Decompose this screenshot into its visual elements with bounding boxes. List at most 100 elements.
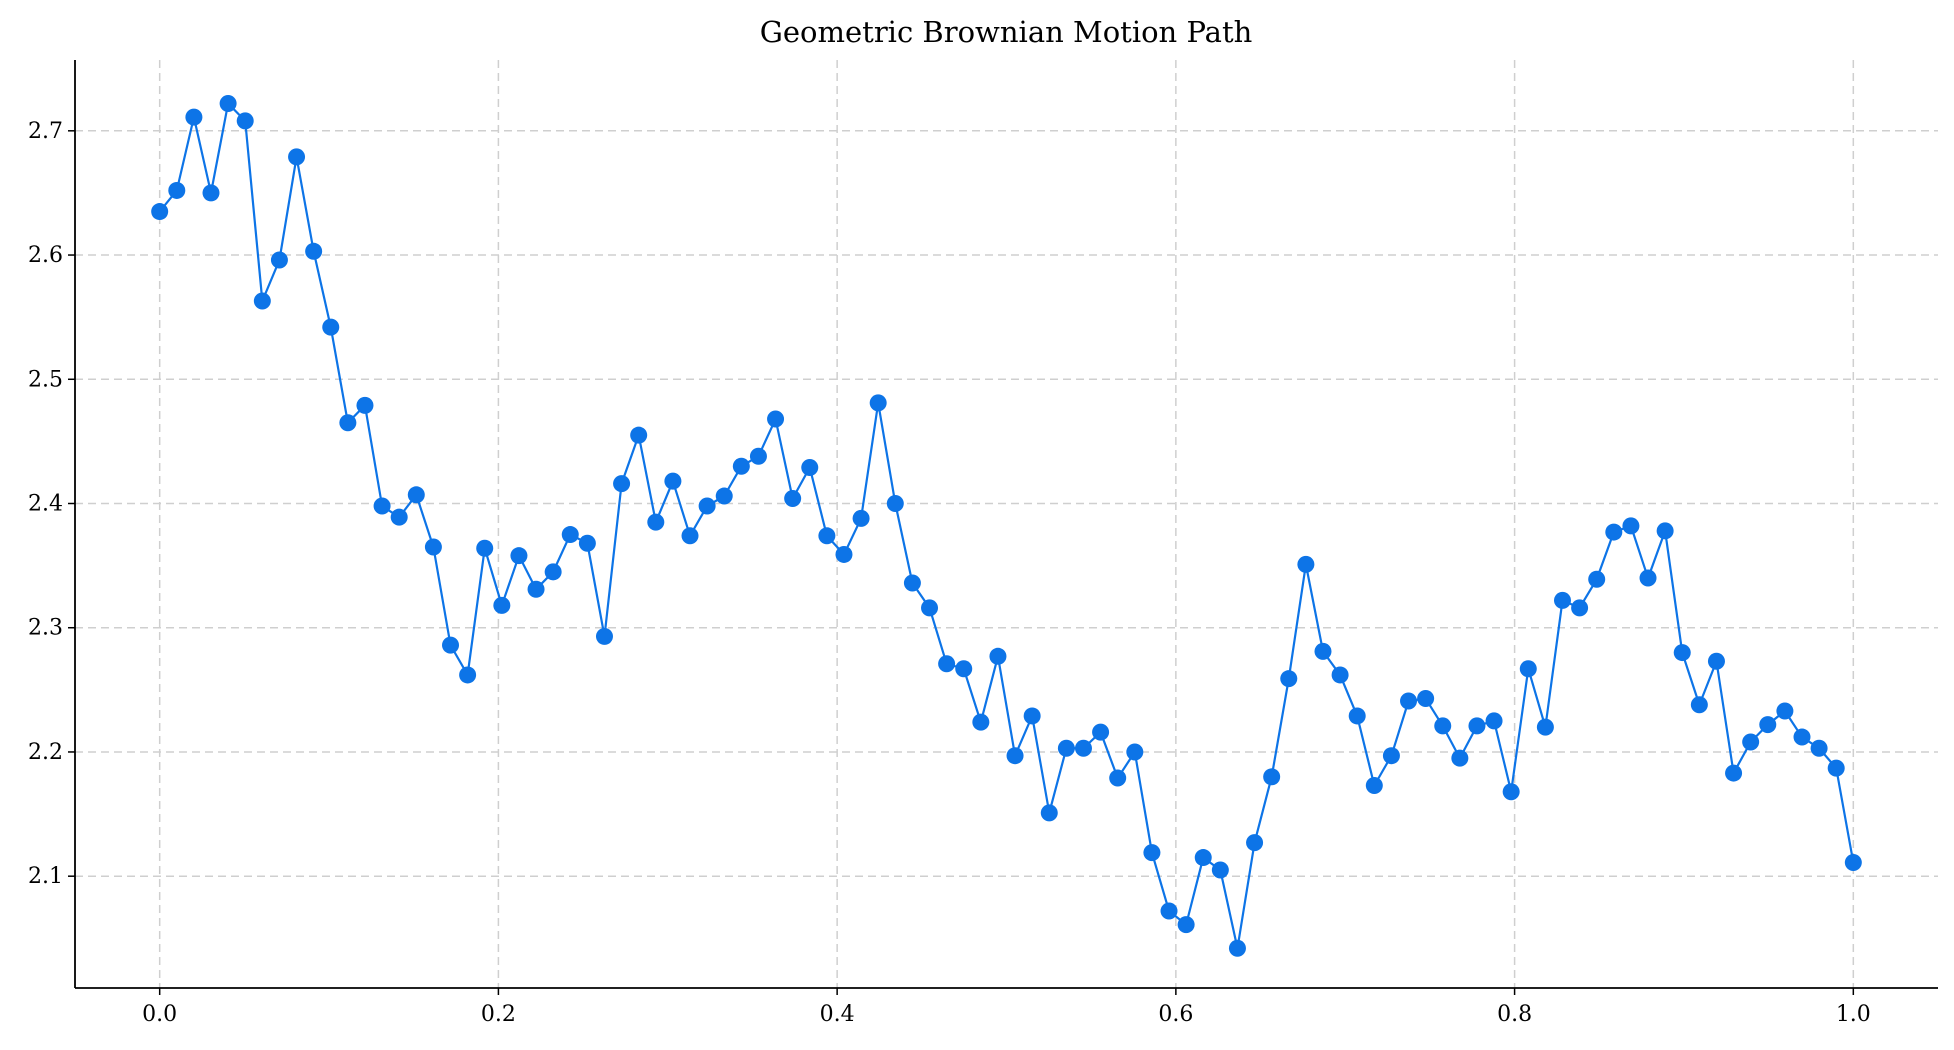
chart-title: Geometric Brownian Motion Path [760, 15, 1253, 49]
data-point [647, 513, 665, 531]
data-point [561, 526, 579, 544]
data-point [1040, 804, 1058, 822]
y-tick-label: 2.7 [28, 119, 63, 144]
data-point [578, 534, 596, 552]
data-point [1417, 690, 1435, 708]
data-point [185, 108, 203, 126]
data-point [1605, 523, 1623, 541]
data-point [1194, 849, 1212, 867]
data-point [1622, 517, 1640, 535]
data-point [630, 426, 648, 444]
x-tick-label: 0.4 [820, 1002, 855, 1027]
data-point [1673, 644, 1691, 662]
data-point [202, 184, 220, 202]
data-point [1057, 739, 1075, 757]
x-tick-label: 1.0 [1836, 1002, 1871, 1027]
data-point [869, 394, 887, 412]
data-point [989, 647, 1007, 665]
y-tick-label: 2.2 [28, 740, 63, 765]
data-point [1827, 759, 1845, 777]
y-tick-label: 2.4 [28, 492, 63, 517]
data-point [390, 508, 408, 526]
y-axis-ticks: 2.1 2.2 2.3 2.4 2.5 2.6 2.7 [28, 119, 75, 889]
data-point [1690, 696, 1708, 714]
data-point [938, 655, 956, 673]
data-point [1382, 747, 1400, 765]
y-tick-label: 2.3 [28, 616, 63, 641]
x-tick-label: 0.6 [1158, 1002, 1193, 1027]
data-point [1177, 916, 1195, 934]
data-point [1553, 591, 1571, 609]
data-point [767, 410, 785, 428]
data-point [424, 538, 442, 556]
data-point [1776, 702, 1794, 720]
data-point [1485, 712, 1503, 730]
data-point [1707, 652, 1725, 670]
data-point [921, 599, 939, 617]
x-tick-label: 0.0 [142, 1002, 177, 1027]
data-point [1639, 569, 1657, 587]
data-point [1331, 666, 1349, 684]
data-point [1023, 707, 1041, 725]
x-axis-ticks: 0.0 0.2 0.4 0.6 0.8 1.0 [142, 988, 1871, 1027]
data-point [510, 547, 528, 565]
data-point [356, 396, 374, 414]
data-point [595, 627, 613, 645]
data-point [1348, 707, 1366, 725]
y-tick-label: 2.6 [28, 243, 63, 268]
x-gridlines [158, 60, 1855, 988]
y-gridlines [75, 130, 1938, 877]
data-point [305, 242, 323, 260]
data-point [1451, 749, 1469, 767]
data-point [749, 447, 767, 465]
data-point [373, 497, 391, 515]
data-point [972, 713, 990, 731]
data-point [1074, 739, 1092, 757]
data-point [1468, 717, 1486, 735]
data-point [681, 527, 699, 545]
data-point [493, 596, 511, 614]
data-point [955, 660, 973, 678]
data-point [1314, 642, 1332, 660]
data-point [818, 527, 836, 545]
data-point [270, 251, 288, 269]
data-point [1400, 692, 1418, 710]
data-point [1844, 854, 1862, 872]
data-point [527, 580, 545, 598]
data-point [1143, 844, 1161, 862]
data-point [784, 490, 802, 508]
data-point [801, 458, 819, 476]
data-point [1126, 743, 1144, 761]
x-tick-label: 0.8 [1497, 1002, 1532, 1027]
data-point [253, 292, 271, 310]
data-point [1536, 718, 1554, 736]
data-point [1280, 670, 1298, 688]
x-tick-label: 0.2 [481, 1002, 516, 1027]
data-points [151, 94, 1862, 957]
data-point [1588, 570, 1606, 588]
data-point [476, 539, 494, 557]
data-point [1793, 728, 1811, 746]
series-line [158, 101, 1855, 949]
data-point [1160, 902, 1178, 920]
data-point [339, 414, 357, 432]
data-point [852, 509, 870, 527]
data-point [407, 486, 425, 504]
data-point [1006, 747, 1024, 765]
data-point [1109, 769, 1127, 787]
y-tick-label: 2.5 [28, 367, 63, 392]
data-point [732, 457, 750, 475]
data-point [236, 112, 254, 130]
data-point [219, 94, 237, 112]
data-point [903, 574, 921, 592]
data-point [698, 497, 716, 515]
data-point [886, 495, 904, 512]
data-point [1246, 834, 1264, 852]
data-point [1263, 768, 1281, 786]
data-point [1434, 717, 1452, 735]
data-point [1759, 716, 1777, 734]
data-point [1092, 723, 1110, 741]
data-point [544, 563, 562, 581]
data-point [1365, 777, 1383, 794]
